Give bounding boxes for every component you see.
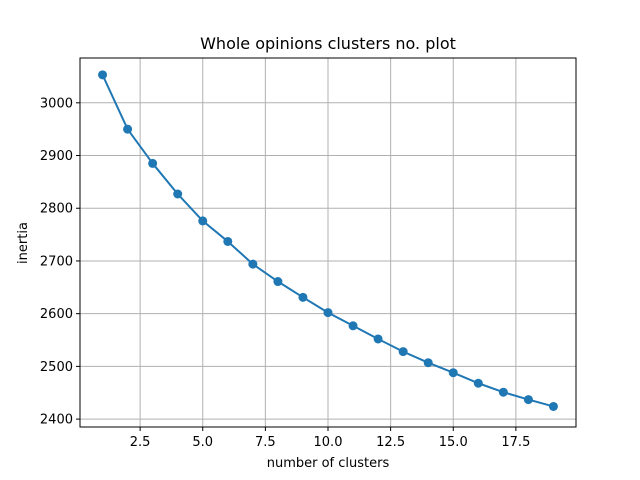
data-point: [273, 277, 283, 287]
x-axis-label: number of clusters: [267, 456, 390, 471]
data-point: [248, 259, 258, 269]
data-point: [423, 358, 433, 368]
data-point: [473, 378, 483, 388]
plot-frame: [79, 57, 577, 428]
data-point: [298, 292, 308, 302]
data-point: [123, 124, 133, 134]
y-tick-label: 2600: [40, 307, 73, 322]
data-point: [323, 308, 333, 318]
grid: [80, 58, 576, 427]
x-tick-label: 5.0: [192, 435, 213, 450]
ticks: 2.5 5.0 7.5 10.0 12.5 15.0 17.5 2400 2500 2600 270…: [40, 96, 530, 450]
x-tick-label: 17.5: [501, 435, 530, 450]
x-tick-label: 2.5: [130, 435, 151, 450]
data-point: [523, 395, 533, 405]
data-point: [373, 334, 383, 344]
y-tick-label: 2900: [40, 149, 73, 164]
series-layer: [98, 70, 558, 411]
data-point: [548, 401, 558, 411]
data-point: [348, 321, 358, 331]
y-tick-label: 2800: [40, 202, 73, 217]
x-tick-label: 15.0: [439, 435, 468, 450]
y-tick-label: 2700: [40, 254, 73, 269]
chart-title: Whole opinions clusters no. plot: [200, 34, 456, 53]
y-tick-label: 2400: [40, 413, 73, 428]
x-tick-label: 7.5: [255, 435, 276, 450]
data-point: [223, 236, 233, 246]
data-point: [148, 158, 158, 168]
data-point: [398, 347, 408, 357]
y-axis-label: inertia: [16, 222, 31, 264]
data-point: [498, 387, 508, 397]
data-point: [448, 368, 458, 378]
x-tick-label: 10.0: [314, 435, 343, 450]
data-point: [173, 189, 183, 199]
data-point: [98, 70, 108, 80]
y-tick-label: 2500: [40, 360, 73, 375]
x-tick-label: 12.5: [376, 435, 405, 450]
data-point: [198, 216, 208, 226]
y-tick-label: 3000: [40, 96, 73, 111]
